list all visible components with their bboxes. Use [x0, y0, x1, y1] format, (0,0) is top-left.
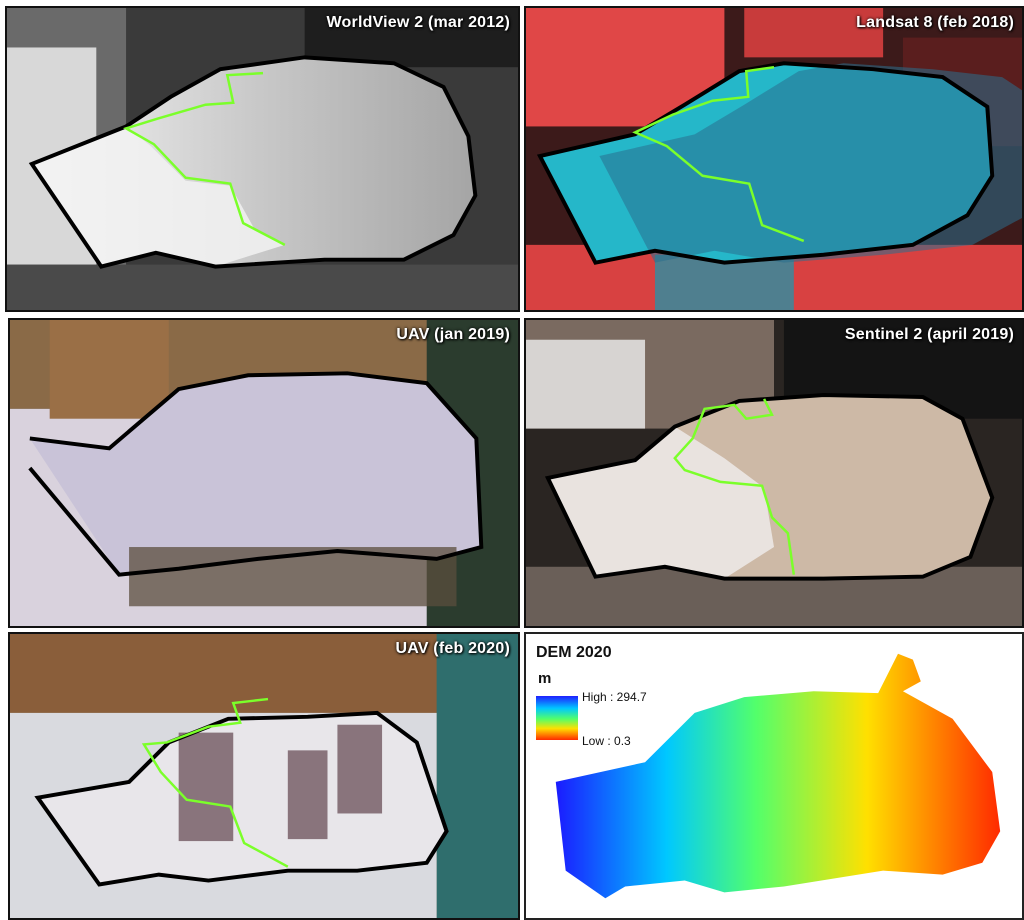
panel-title: UAV (jan 2019): [396, 326, 510, 343]
ice-trace-line: [141, 697, 289, 868]
panel-uav-2019: UAV (jan 2019): [8, 318, 520, 628]
panel-landsat: Landsat 8 (feb 2018): [524, 6, 1024, 312]
dem-legend-colorbar: [536, 696, 578, 740]
glacier-outline: [28, 55, 478, 269]
worldview-image: [7, 8, 518, 310]
glacier-outline: [536, 61, 995, 265]
panel-uav-2020: UAV (feb 2020): [8, 632, 520, 920]
ice-trace-line: [632, 65, 805, 243]
sentinel-image: [526, 320, 1022, 626]
dem-high-label: High : 294.7: [582, 690, 647, 704]
panel-title: Landsat 8 (feb 2018): [856, 14, 1014, 31]
panel-title: UAV (feb 2020): [395, 640, 510, 657]
uav-2020-image: [10, 634, 518, 918]
panel-title: WorldView 2 (mar 2012): [326, 14, 510, 31]
dem-elevation-map: [555, 653, 1001, 899]
dem-title: DEM 2020: [536, 644, 612, 661]
ice-trace-line: [673, 398, 796, 575]
uav-2019-image: [10, 320, 518, 626]
dem-low-label: Low : 0.3: [582, 734, 631, 748]
panel-dem: DEM 2020 m High : 294.7 Low : 0.3: [524, 632, 1024, 920]
glacier-outline: [544, 393, 995, 581]
dem-unit-label: m: [538, 670, 552, 687]
panel-sentinel: Sentinel 2 (april 2019): [524, 318, 1024, 628]
landsat-image: [526, 8, 1022, 310]
ice-trace-line: [122, 71, 286, 246]
dem-surface: [555, 653, 1001, 899]
glacier-outline: [28, 371, 484, 577]
panel-worldview: WorldView 2 (mar 2012): [5, 6, 520, 312]
panel-title: Sentinel 2 (april 2019): [844, 326, 1014, 343]
